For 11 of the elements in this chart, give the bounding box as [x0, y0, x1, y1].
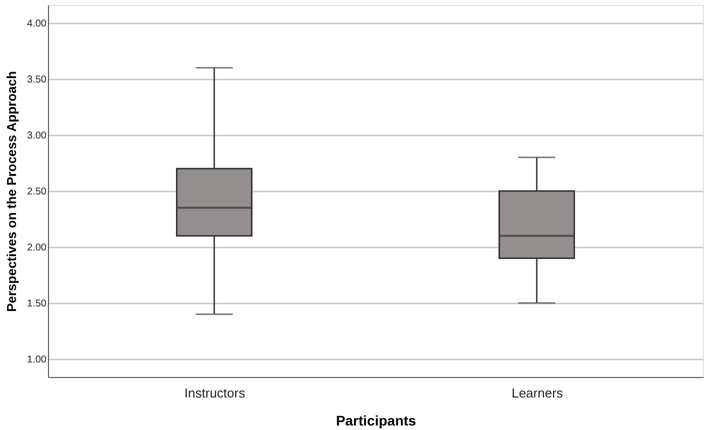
x-tick-label: Learners [512, 386, 564, 400]
y-tick-label: 2.50 [27, 186, 47, 198]
y-tick-label: 1.50 [27, 298, 47, 310]
y-axis-title: Perspectives on the Process Approach [4, 71, 20, 312]
y-tick-label: 2.00 [27, 242, 47, 254]
y-tick-label: 1.00 [27, 354, 47, 366]
y-tick-label: 4.00 [27, 18, 47, 30]
x-axis-title: Participants [336, 412, 416, 428]
x-tick-label: Instructors [184, 386, 246, 400]
y-tick-label: 3.50 [27, 74, 47, 86]
y-tick-label: 3.00 [27, 130, 47, 142]
